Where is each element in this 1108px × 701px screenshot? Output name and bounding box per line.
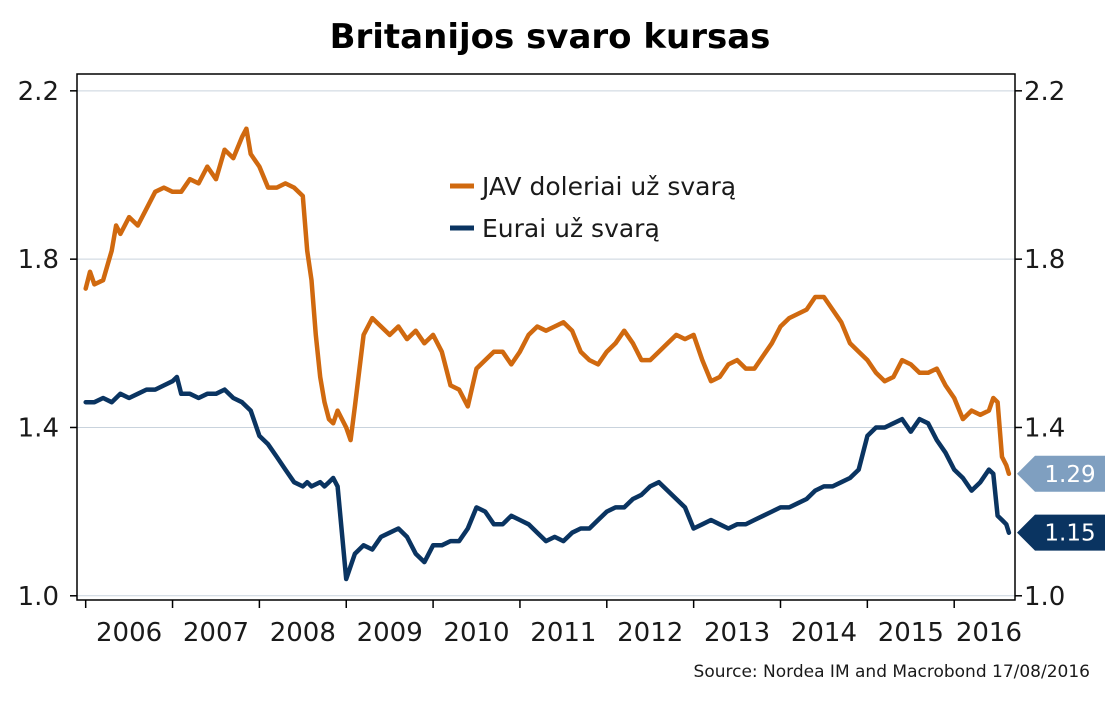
- end-value-tag-label: 1.29: [1044, 462, 1095, 488]
- x-tick-label: 2013: [704, 618, 770, 648]
- legend-label-eur: Eurai už svarą: [482, 214, 660, 243]
- x-tick-label: 2009: [357, 618, 423, 648]
- source-note: Source: Nordea IM and Macrobond 17/08/20…: [694, 662, 1090, 682]
- x-tick-label: 2007: [183, 618, 249, 648]
- y-tick-label: 1.4: [1024, 413, 1065, 443]
- x-tick-label: 2015: [878, 618, 944, 648]
- y-tick-label: 2.2: [1024, 77, 1065, 107]
- y-tick-label: 1.8: [1024, 245, 1065, 275]
- legend-label-usd: JAV doleriai už svarą: [480, 172, 736, 201]
- x-tick-label: 2008: [270, 618, 336, 648]
- plot-frame: [76, 73, 1016, 601]
- end-value-tag: 1.15: [1017, 514, 1105, 551]
- series-line: [83, 374, 1012, 582]
- y-axis-right: 1.0 1.4 1.8 2.2: [1015, 77, 1065, 612]
- y-tick-label: 1.0: [1024, 582, 1065, 612]
- x-axis: 2006 2007 2008 2009 2010 2011 2012 2013 2014 2015…: [84, 600, 1022, 648]
- series-lines: [83, 126, 1012, 582]
- x-tick-label: 2006: [96, 618, 162, 648]
- y-tick-label: 1.0: [18, 582, 59, 612]
- y-tick-label: 1.4: [18, 413, 59, 443]
- legend: JAV doleriai už svarą Eurai už svarą: [450, 172, 736, 243]
- x-tick-label: 2016: [956, 618, 1022, 648]
- y-axis-left: 1.0 1.4 1.8 2.2: [18, 77, 77, 612]
- end-value-tag-shape: [1017, 514, 1105, 551]
- end-value-tag: 1.29: [1017, 455, 1105, 492]
- end-value-tags: 1.29 1.15: [1017, 455, 1105, 551]
- y-tick-label: 2.2: [18, 77, 59, 107]
- chart-title: Britanijos svaro kursas: [330, 17, 771, 57]
- x-tick-label: 2011: [530, 618, 596, 648]
- end-value-tag-shape: [1017, 455, 1105, 492]
- x-tick-label: 2014: [791, 618, 857, 648]
- x-tick-label: 2012: [617, 618, 683, 648]
- grid-lines: [77, 90, 1015, 597]
- y-tick-label: 1.8: [18, 245, 59, 275]
- x-tick-label: 2010: [443, 618, 509, 648]
- end-value-tag-label: 1.15: [1044, 521, 1095, 547]
- series-line: [83, 126, 1012, 477]
